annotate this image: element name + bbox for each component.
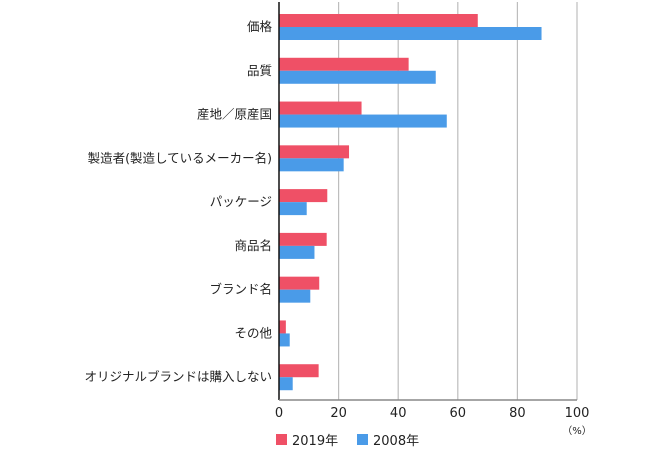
category-label: 製造者(製造しているメーカー名) [88, 150, 272, 165]
category-label: ブランド名 [209, 282, 272, 297]
bar-2019年 [279, 57, 409, 71]
x-tick-label: 100 [565, 406, 590, 421]
legend-label: 2008年 [373, 434, 419, 449]
category-label: 産地／原産国 [197, 107, 272, 122]
bar-2008年 [279, 27, 542, 40]
axes [278, 2, 577, 401]
legend: 2019年 2008年 [276, 434, 419, 449]
bar-2019年 [279, 364, 319, 378]
x-tick-label: 80 [509, 406, 526, 421]
legend-swatch [276, 434, 287, 445]
category-label: 商品名 [234, 238, 272, 253]
x-unit-label: （%） [562, 425, 592, 437]
category-label: 価格 [247, 19, 273, 34]
bar-2008年 [279, 289, 311, 303]
bar-2008年 [279, 158, 344, 172]
bar-2019年 [279, 189, 328, 203]
bar-2008年 [279, 114, 447, 128]
x-tick-label: 40 [390, 406, 407, 421]
tick-labels: 0 20 40 60 80 100 [275, 406, 590, 421]
bar-2019年 [279, 276, 320, 290]
category-label: その他 [234, 325, 272, 340]
bar-2019年 [279, 14, 478, 27]
bar-2019年 [279, 101, 362, 115]
x-tick-label: 60 [450, 406, 467, 421]
legend-swatch [357, 434, 368, 445]
bar-2019年 [279, 320, 286, 334]
bar-2019年 [279, 145, 350, 159]
x-tick-label: 20 [330, 406, 347, 421]
bar-2008年 [279, 333, 290, 347]
bar-2008年 [279, 202, 307, 216]
x-tick-label: 0 [275, 406, 283, 421]
legend-label: 2019年 [292, 434, 338, 449]
bar-2008年 [279, 70, 436, 84]
category-label: パッケージ [210, 194, 272, 209]
bars [279, 14, 542, 391]
category-label: オリジナルブランドは購入しない [84, 369, 272, 384]
bar-2008年 [279, 377, 293, 391]
category-label: 品質 [247, 63, 272, 78]
bar-2019年 [279, 232, 327, 246]
bar-2008年 [279, 245, 315, 259]
